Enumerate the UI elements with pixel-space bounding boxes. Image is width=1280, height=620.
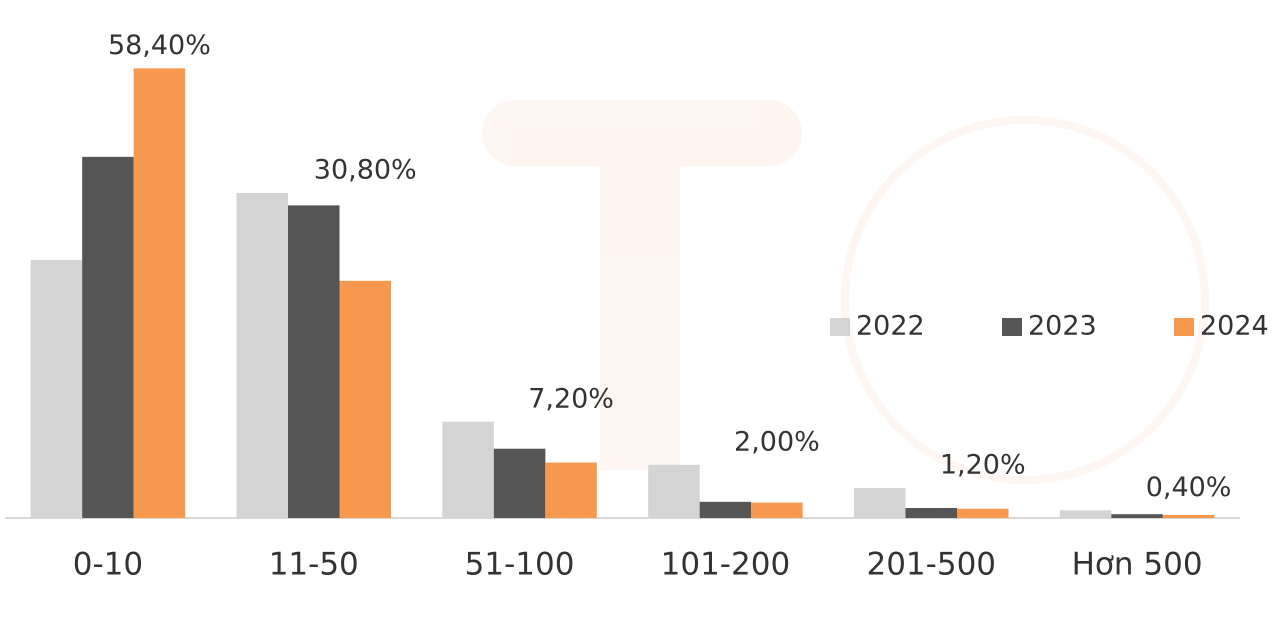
bar [236, 193, 288, 518]
bar [751, 502, 803, 518]
bar [854, 487, 906, 518]
bar [1111, 514, 1163, 518]
legend-label: 2024 [1200, 311, 1269, 342]
bar [82, 156, 134, 518]
value-label: 7,20% [528, 383, 614, 414]
x-tick-label: 101-200 [661, 547, 791, 583]
bar [133, 68, 186, 518]
bar [648, 464, 700, 518]
value-label: 58,40% [108, 30, 211, 61]
value-label: 30,80% [314, 155, 417, 186]
legend-swatch [1174, 318, 1194, 336]
legend-label: 2023 [1028, 311, 1097, 342]
value-label: 0,40% [1146, 472, 1232, 503]
watermark [482, 100, 1209, 484]
legend-label: 2022 [856, 311, 925, 342]
bar [493, 448, 546, 518]
bar [339, 280, 391, 518]
bar [1059, 510, 1112, 518]
bar [442, 421, 494, 518]
bar [699, 501, 752, 518]
x-tick-label: 51-100 [465, 547, 575, 583]
x-tick-label: 0-10 [73, 547, 143, 583]
bar [1162, 514, 1215, 518]
legend-swatch [830, 318, 850, 336]
x-tick-label: 201-500 [866, 547, 996, 583]
value-label: 1,20% [940, 449, 1026, 480]
x-tick-label: Hơn 500 [1072, 547, 1203, 583]
bar [288, 205, 340, 518]
bar [905, 507, 957, 518]
value-label: 2,00% [734, 426, 820, 457]
bar [30, 260, 83, 518]
x-tick-label: 11-50 [269, 547, 359, 583]
bar [545, 462, 597, 518]
legend-swatch [1002, 318, 1022, 336]
bar [957, 508, 1009, 518]
